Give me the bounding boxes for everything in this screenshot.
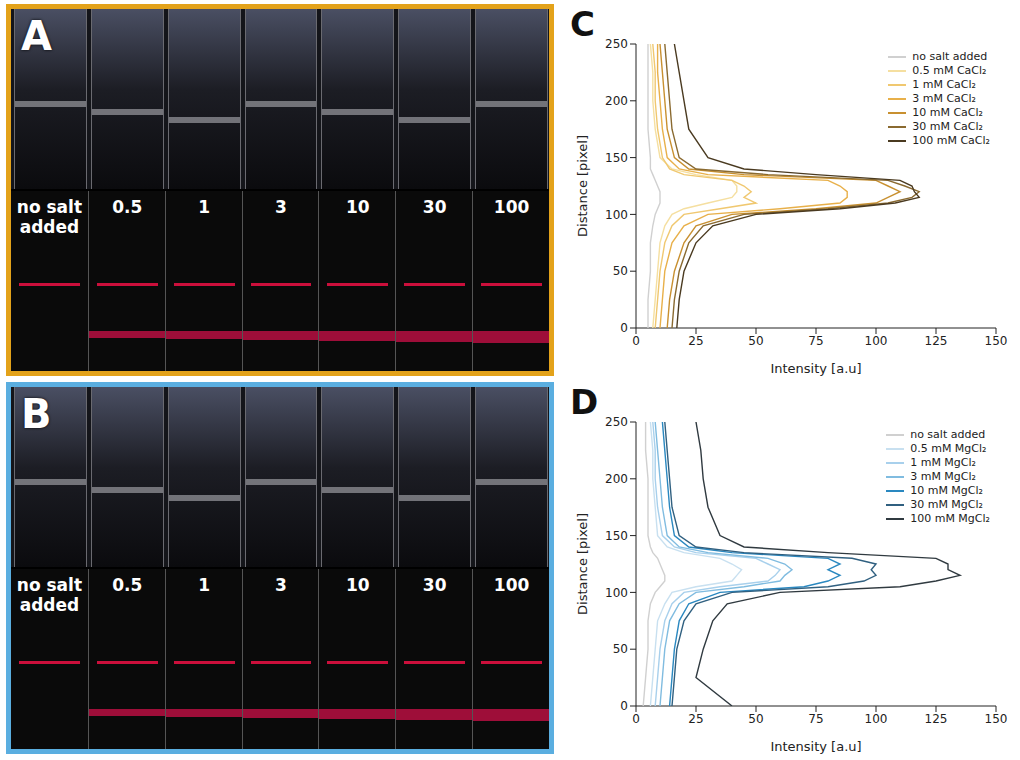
html-text:10: 10: [346, 575, 370, 595]
svg-text:75: 75: [808, 334, 823, 348]
svg-text:50: 50: [748, 334, 763, 348]
svg-text:200: 200: [605, 94, 628, 108]
html-text:10 mM MgCl₂: 10 mM MgCl₂: [910, 484, 983, 497]
html-text:1 mM MgCl₂: 1 mM MgCl₂: [910, 456, 976, 469]
svg-text:0: 0: [620, 699, 628, 713]
html-text:no salt added: no salt added: [16, 197, 82, 237]
svg-text:125: 125: [925, 334, 948, 348]
svg-text:50: 50: [613, 642, 628, 656]
html-text:B: B: [21, 391, 52, 437]
html-text:100: 100: [493, 197, 530, 217]
svg-text:250: 250: [605, 37, 628, 51]
html-text:0.5: 0.5: [112, 197, 143, 217]
html-text:100 mM CaCl₂: 100 mM CaCl₂: [912, 134, 990, 147]
svg-text:100: 100: [865, 334, 888, 348]
html-text:30 mM CaCl₂: 30 mM CaCl₂: [912, 120, 983, 133]
html-text:3 mM MgCl₂: 3 mM MgCl₂: [910, 470, 976, 483]
svg-text:100: 100: [605, 208, 628, 222]
svg-text:75: 75: [808, 712, 823, 726]
svg-text:150: 150: [605, 151, 628, 165]
html-text:A: A: [21, 13, 52, 59]
html-text:30 mM MgCl₂: 30 mM MgCl₂: [910, 498, 983, 511]
svg-text:150: 150: [605, 529, 628, 543]
svg-text:Distance [pixel]: Distance [pixel]: [575, 135, 590, 237]
html-text:no salt added: no salt added: [16, 575, 82, 615]
svg-text:125: 125: [925, 712, 948, 726]
svg-text:50: 50: [613, 264, 628, 278]
html-text:1 mM CaCl₂: 1 mM CaCl₂: [912, 78, 976, 91]
svg-text:200: 200: [605, 472, 628, 486]
svg-text:Distance [pixel]: Distance [pixel]: [575, 513, 590, 615]
svg-text:25: 25: [688, 712, 703, 726]
html-text:10: 10: [346, 197, 370, 217]
html-text:3 mM CaCl₂: 3 mM CaCl₂: [912, 92, 976, 105]
html-text:100 mM MgCl₂: 100 mM MgCl₂: [910, 512, 990, 525]
html-text:30: 30: [422, 575, 447, 595]
svg-text:50: 50: [748, 712, 763, 726]
svg-text:0: 0: [632, 712, 640, 726]
html-text:30: 30: [422, 197, 447, 217]
html-text:0.5 mM CaCl₂: 0.5 mM CaCl₂: [912, 64, 987, 77]
html-text:1: 1: [198, 575, 210, 595]
svg-text:100: 100: [865, 712, 888, 726]
html-text:100: 100: [493, 575, 530, 595]
html-text:no salt added: no salt added: [912, 50, 988, 63]
html-text:10 mM CaCl₂: 10 mM CaCl₂: [912, 106, 983, 119]
svg-text:100: 100: [605, 586, 628, 600]
html-text:0.5 mM MgCl₂: 0.5 mM MgCl₂: [910, 442, 987, 455]
html-text:C: C: [570, 4, 595, 44]
svg-text:Intensity [a.u]: Intensity [a.u]: [770, 739, 861, 754]
svg-text:25: 25: [688, 334, 703, 348]
svg-text:0: 0: [632, 334, 640, 348]
html-text:D: D: [570, 382, 599, 422]
svg-text:250: 250: [605, 415, 628, 429]
svg-text:0: 0: [620, 321, 628, 335]
html-text:3: 3: [275, 197, 287, 217]
html-text:3: 3: [275, 575, 287, 595]
html-text:0.5: 0.5: [112, 575, 143, 595]
svg-text:150: 150: [985, 712, 1008, 726]
svg-text:Intensity [a.u]: Intensity [a.u]: [770, 361, 861, 376]
html-text:1: 1: [198, 197, 210, 217]
html-text:no salt added: no salt added: [910, 428, 986, 441]
svg-text:150: 150: [985, 334, 1008, 348]
